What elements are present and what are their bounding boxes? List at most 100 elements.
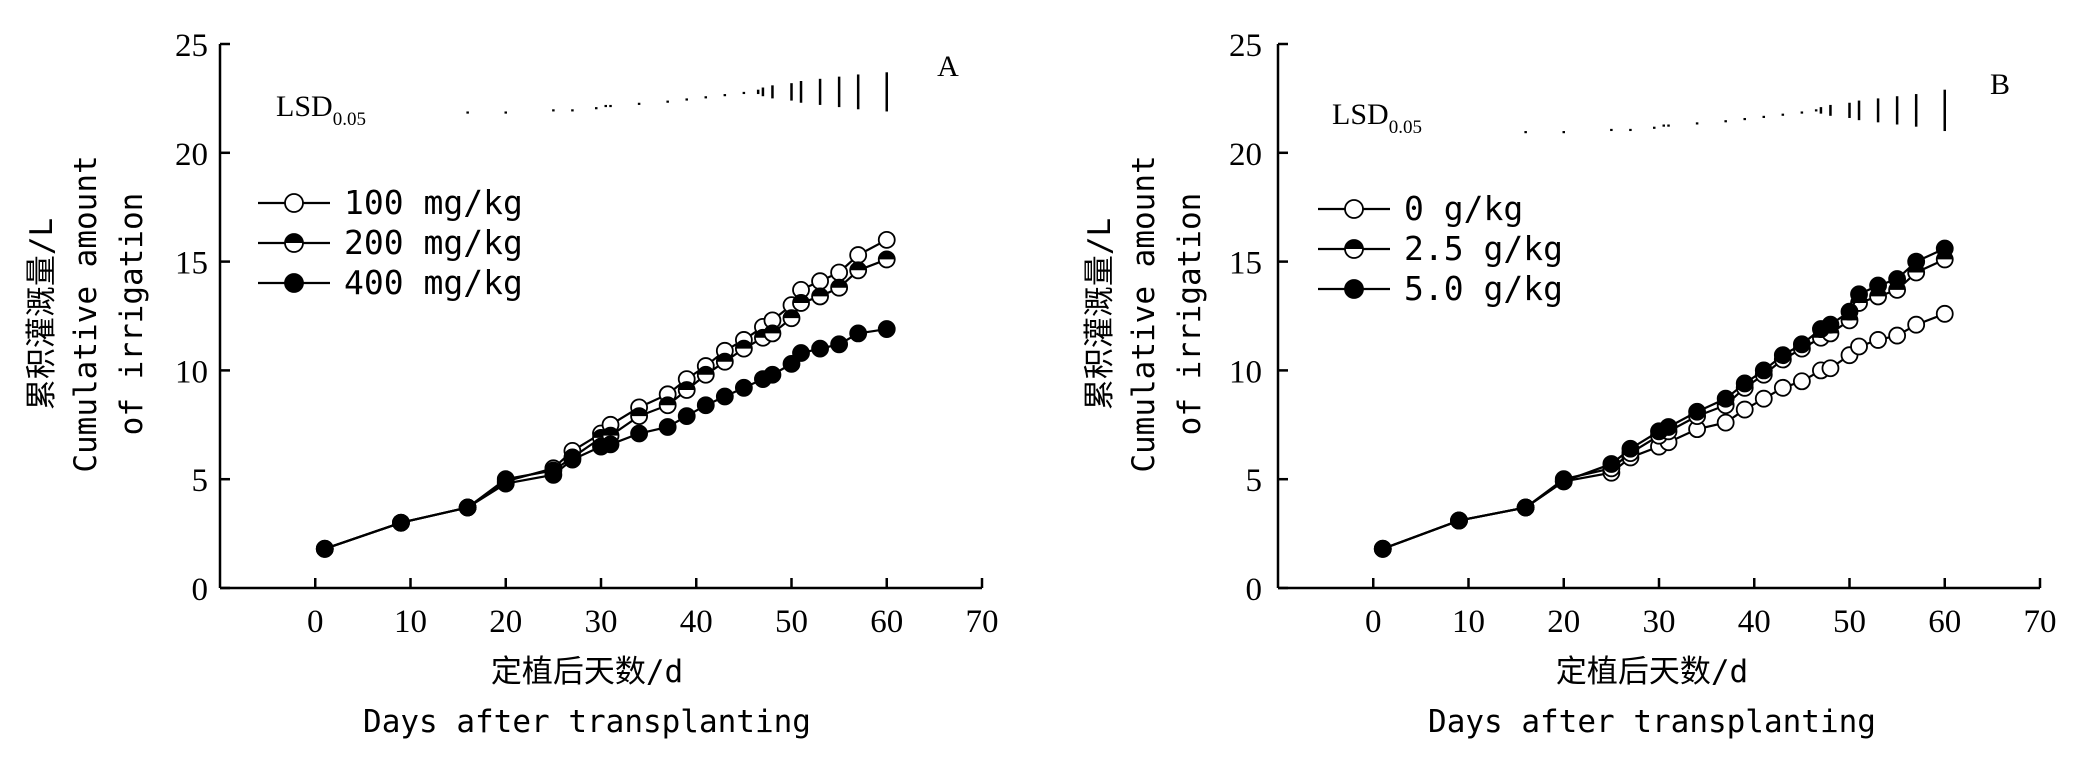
marker-open [1888, 326, 1907, 345]
marker-filled [1935, 239, 1954, 258]
legend-label: 100 mg/kg [344, 183, 523, 222]
marker-open [1344, 199, 1364, 219]
marker-open [1792, 372, 1811, 391]
data-point [830, 278, 849, 297]
marker-filled [1792, 335, 1811, 354]
x-tick-label: 20 [1547, 604, 1580, 640]
marker-half-fill [602, 427, 619, 436]
marker-open [830, 263, 849, 282]
data-point [544, 465, 563, 484]
marker-filled [715, 387, 734, 406]
marker-half-fill [878, 251, 895, 260]
data-point [792, 294, 810, 312]
lsd-label-subscript: 0.05 [333, 109, 366, 130]
marker-filled [734, 378, 753, 397]
x-tick-label: 50 [1833, 604, 1866, 640]
data-point [658, 396, 677, 415]
marker-open [849, 246, 868, 264]
lsd-label-subscript: 0.05 [1389, 117, 1422, 138]
data-point [315, 539, 334, 558]
marker-half-fill [812, 288, 829, 297]
x-tick-label: 20 [489, 604, 522, 640]
data-point [830, 335, 849, 354]
marker-half-fill [678, 381, 695, 390]
data-point [1773, 378, 1792, 397]
legend-label: 200 mg/kg [344, 223, 523, 262]
data-point [458, 498, 477, 517]
marker-filled [1688, 402, 1706, 421]
x-axis-label-en: Days after transplanting [363, 704, 811, 740]
marker-filled [849, 324, 868, 343]
data-point [811, 339, 829, 358]
marker-filled [392, 513, 410, 532]
marker-open [284, 193, 304, 213]
data-point [1450, 511, 1468, 530]
y-axis-label-zh: 累积灌溉量/L [1082, 218, 1118, 410]
data-point [1716, 389, 1735, 408]
marker-open [1850, 337, 1868, 356]
data-point [1907, 315, 1926, 334]
lsd-label: LSD0.05 [276, 90, 366, 130]
x-tick-label: 0 [1365, 604, 1382, 640]
marker-open [877, 230, 896, 249]
data-point [1735, 374, 1754, 393]
x-tick-label: 60 [1928, 604, 1961, 640]
legend-marker [284, 233, 304, 253]
marker-filled [1907, 252, 1926, 271]
marker-filled [792, 344, 810, 362]
marker-half-fill [850, 262, 867, 271]
x-tick-label: 70 [966, 604, 999, 640]
data-point [1850, 337, 1868, 356]
chart-panel-a: 0 5 10 15 20 25 0 10 20 30 40 50 60 70 定植后天数/d Days aft… [24, 28, 999, 740]
x-axis-label-zh: 定植后天数/d [491, 654, 683, 690]
legend-marker [1344, 279, 1364, 299]
data-point [1888, 326, 1907, 345]
marker-filled [601, 435, 620, 454]
marker-half-fill [659, 397, 676, 406]
data-point [1621, 439, 1640, 458]
y-tick-label: 10 [175, 354, 208, 390]
marker-filled [315, 539, 334, 558]
y-tick-label: 0 [192, 572, 209, 608]
data-point [677, 407, 696, 425]
x-tick-label: 60 [870, 604, 903, 640]
marker-half-fill [764, 325, 781, 334]
marker-open [1735, 400, 1754, 419]
series-line [324, 258, 888, 550]
marker-filled [658, 418, 677, 436]
marker-filled [830, 335, 849, 354]
marker-open [1869, 331, 1887, 349]
data-point [849, 324, 868, 343]
legend-label: 2.5 g/kg [1404, 229, 1563, 268]
marker-filled [1450, 511, 1468, 530]
y-axis-label-en-line2: of irrigation [1172, 193, 1208, 436]
data-point [811, 272, 829, 291]
panel-label: A [937, 50, 959, 83]
lsd-label-main: LSD [1332, 98, 1389, 131]
data-point [1773, 346, 1792, 365]
marker-filled [458, 498, 477, 517]
data-point [782, 309, 801, 328]
data-point [563, 450, 582, 469]
y-axis-label-en-line1: Cumulative amount [68, 155, 104, 472]
y-tick-label: 0 [1246, 572, 1263, 608]
data-point [1869, 276, 1887, 295]
marker-filled [877, 320, 896, 338]
y-tick-label: 20 [175, 137, 208, 173]
data-point [1935, 304, 1954, 323]
marker-filled [1869, 276, 1887, 295]
marker-filled [1602, 455, 1621, 473]
data-point [1716, 413, 1735, 432]
data-point [1821, 359, 1840, 378]
data-point [1688, 402, 1706, 421]
data-point [734, 339, 753, 358]
data-point [1869, 331, 1887, 349]
data-point [1850, 285, 1868, 304]
legend-label: 0 g/kg [1404, 189, 1523, 228]
data-point [1602, 455, 1621, 473]
x-axis-label-en: Days after transplanting [1428, 704, 1876, 740]
marker-filled [1344, 279, 1364, 299]
marker-open [1773, 378, 1792, 397]
data-point [1792, 335, 1811, 354]
marker-filled [1888, 270, 1907, 288]
